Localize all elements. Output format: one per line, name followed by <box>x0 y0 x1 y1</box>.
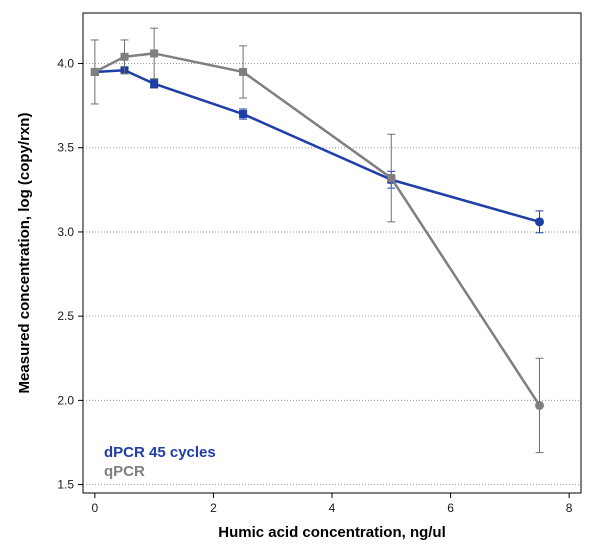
y-tick-label: 3.0 <box>57 225 74 239</box>
data-point <box>239 67 248 76</box>
series-line <box>94 69 540 224</box>
y-tick-label: 2.0 <box>57 393 74 407</box>
x-tick-label: 2 <box>210 501 217 515</box>
y-tick-label: 2.5 <box>57 309 74 323</box>
series-0 <box>90 66 544 234</box>
axis-ticks: 0 2 4 6 8 1.5 2.0 2.5 3.0 3.5 4.0 <box>57 57 572 515</box>
x-tick-label: 8 <box>566 501 573 515</box>
y-axis-title: Measured concentration, log (copy/rxn) <box>16 113 33 394</box>
data-point <box>239 110 248 119</box>
x-axis-title: Humic acid concentration, ng/ul <box>218 524 446 541</box>
legend-entry-dpcr: dPCR 45 cycles <box>104 444 216 461</box>
data-point <box>535 400 544 410</box>
legend: dPCR 45 cycles qPCR <box>104 444 216 480</box>
data-point <box>90 67 99 76</box>
x-tick-label: 4 <box>329 501 336 515</box>
y-tick-label: 4.0 <box>57 57 74 71</box>
series-line <box>94 52 541 407</box>
data-point <box>387 174 396 183</box>
x-tick-label: 0 <box>92 501 99 515</box>
y-tick-label: 1.5 <box>57 478 74 492</box>
y-tick-label: 3.5 <box>57 141 74 155</box>
data-point <box>120 52 129 61</box>
series-1 <box>90 27 544 454</box>
data-point <box>535 217 544 227</box>
data-point <box>150 49 159 58</box>
x-tick-label: 6 <box>447 501 454 515</box>
series <box>90 27 544 454</box>
legend-entry-qpcr: qPCR <box>104 463 145 480</box>
data-point <box>150 79 159 88</box>
gridlines <box>83 63 581 486</box>
